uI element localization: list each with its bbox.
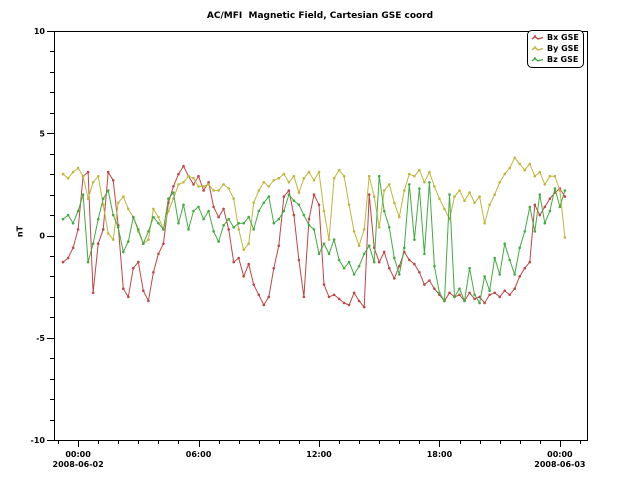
y-tick-label: -10 xyxy=(31,436,46,445)
y-tick-label: 5 xyxy=(39,129,45,138)
series-by-gse xyxy=(61,156,567,252)
x-date-label: 2008-06-02 xyxy=(53,460,104,469)
x-tick-label: 06:00 xyxy=(186,450,212,459)
x-tick-label: 00:00 xyxy=(547,450,573,459)
x-tick-label: 18:00 xyxy=(427,450,453,459)
y-axis-title: nT xyxy=(15,225,25,238)
y-axis: -10 -5 0 5 10 xyxy=(31,27,54,445)
legend-label-bz: Bz GSE xyxy=(547,55,579,64)
y-tick-label: 10 xyxy=(34,27,46,36)
y-tick-label: -5 xyxy=(36,334,45,343)
plot-frame xyxy=(54,31,588,441)
legend-item-bz: Bz GSE xyxy=(531,55,579,65)
x-tick-label: 00:00 xyxy=(65,450,91,459)
series-bz-gse xyxy=(61,174,567,305)
legend-item-bx: Bx GSE xyxy=(531,33,579,43)
series-group xyxy=(61,156,567,309)
legend-label-by: By GSE xyxy=(547,44,579,53)
series-line xyxy=(62,165,566,308)
x-date-label: 2008-06-03 xyxy=(534,460,585,469)
legend-label-bx: Bx GSE xyxy=(547,33,579,42)
chart-title: AC/MFI Magnetic Field, Cartesian GSE coo… xyxy=(206,11,434,21)
x-tick-label: 12:00 xyxy=(306,450,332,459)
series-bx-gse xyxy=(61,164,567,309)
bz-line-sample-icon xyxy=(531,57,544,62)
by-line-sample-icon xyxy=(531,46,544,51)
legend: Bx GSE By GSE Bz GSE xyxy=(527,30,584,68)
legend-item-by: By GSE xyxy=(531,44,579,54)
y-tick-label: 0 xyxy=(39,232,45,241)
bx-line-sample-icon xyxy=(531,35,544,40)
